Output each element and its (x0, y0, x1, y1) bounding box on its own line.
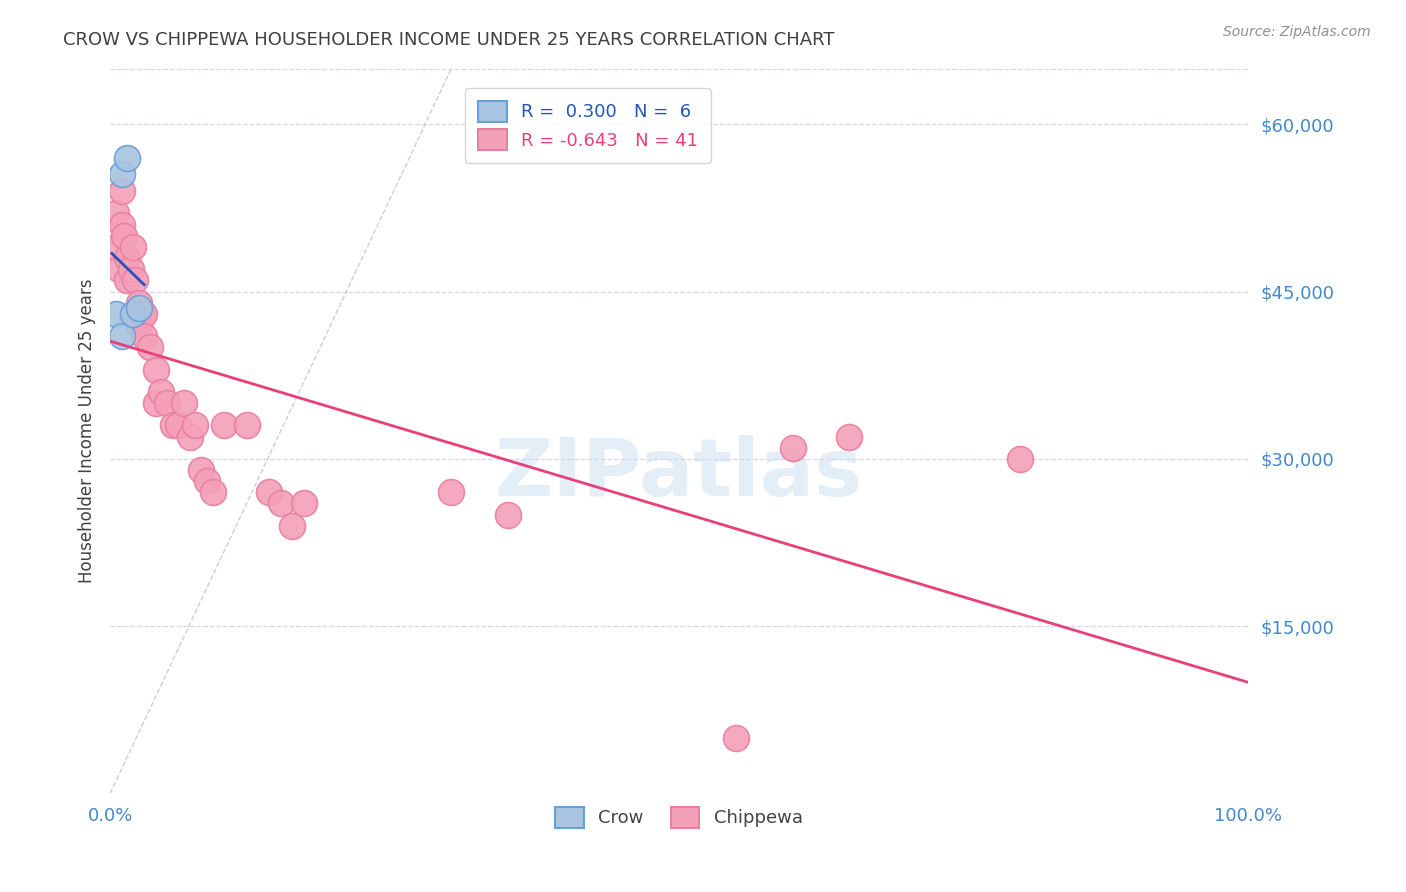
Point (838, 429, 860, 443)
Point (212, 418, 235, 433)
Point (270, 496, 292, 510)
Point (128, 318, 150, 332)
Point (128, 295, 150, 310)
Point (115, 151, 138, 165)
Point (134, 307, 156, 321)
Point (195, 474, 218, 488)
Text: Source: ZipAtlas.com: Source: ZipAtlas.com (1223, 25, 1371, 39)
Point (145, 396, 167, 410)
Point (162, 418, 184, 433)
Point (108, 262, 131, 277)
Point (104, 206, 127, 220)
Legend: Crow, Chippewa: Crow, Chippewa (547, 800, 810, 835)
Point (156, 396, 179, 410)
Point (110, 184, 132, 198)
Point (134, 329, 156, 343)
Point (122, 307, 145, 321)
Point (167, 418, 190, 433)
Point (235, 418, 257, 433)
Point (110, 218, 132, 232)
Point (496, 508, 519, 522)
Point (128, 301, 150, 316)
Point (782, 441, 804, 455)
Y-axis label: Householder Income Under 25 years: Householder Income Under 25 years (79, 278, 96, 583)
Point (104, 307, 127, 321)
Point (110, 168, 132, 182)
Point (1010, 451, 1032, 466)
Point (190, 463, 212, 477)
Point (292, 496, 315, 510)
Point (145, 362, 167, 376)
Point (122, 240, 145, 254)
Point (139, 340, 162, 354)
Point (115, 251, 138, 265)
Point (112, 228, 135, 243)
Point (440, 485, 463, 500)
Point (259, 485, 281, 500)
Point (173, 396, 195, 410)
Point (724, 731, 747, 745)
Point (124, 273, 146, 287)
Text: CROW VS CHIPPEWA HOUSEHOLDER INCOME UNDER 25 YEARS CORRELATION CHART: CROW VS CHIPPEWA HOUSEHOLDER INCOME UNDE… (63, 31, 835, 49)
Text: ZIPatlas: ZIPatlas (495, 435, 863, 514)
Point (120, 262, 142, 277)
Point (201, 485, 224, 500)
Point (179, 429, 201, 443)
Point (281, 518, 304, 533)
Point (110, 329, 132, 343)
Point (150, 384, 173, 399)
Point (184, 418, 207, 433)
Point (131, 307, 153, 321)
Point (115, 273, 138, 287)
Point (104, 240, 127, 254)
